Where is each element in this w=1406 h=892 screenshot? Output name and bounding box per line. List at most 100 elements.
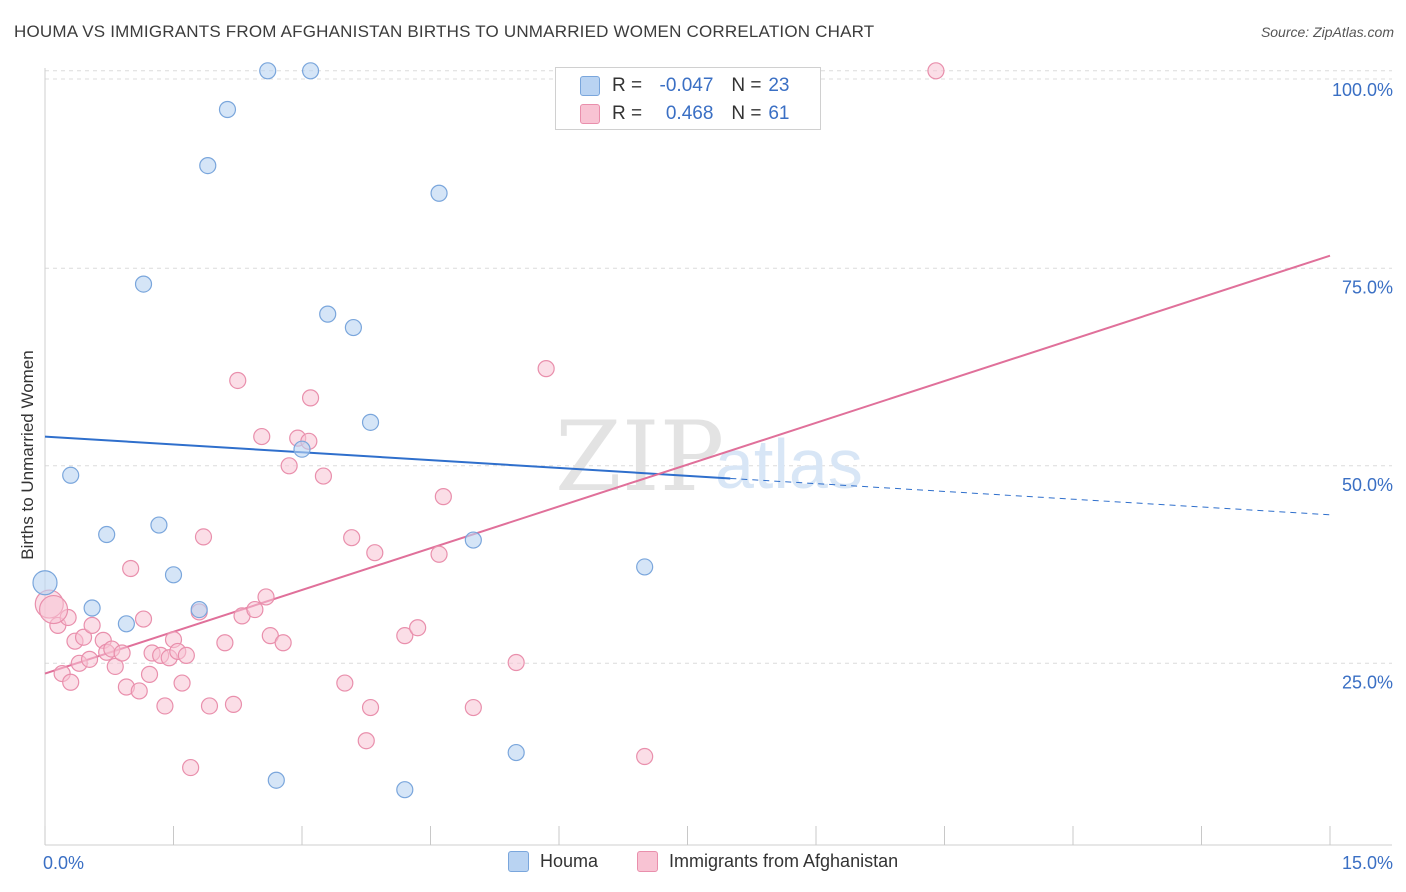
y-tick-label: 50.0% — [1342, 475, 1393, 495]
houma-point — [267, 771, 285, 789]
houma-point — [32, 570, 58, 596]
bottom-legend-houma: Houma — [508, 851, 598, 872]
afghan-point — [336, 674, 354, 692]
afghan-point — [122, 559, 140, 578]
afghan-point — [434, 488, 452, 506]
houma-point — [636, 558, 654, 576]
afghan-point — [173, 674, 191, 692]
afghan-point — [357, 732, 375, 750]
afghan-point — [314, 467, 333, 485]
houma-point — [134, 275, 153, 293]
y-axis-label: Births to Unmarried Women — [18, 350, 37, 559]
legend-n-value: 61 — [768, 103, 790, 124]
afghan-point — [140, 665, 159, 683]
legend-r-label: R = — [612, 75, 643, 96]
afghan-point — [430, 545, 448, 563]
houma-point — [430, 184, 448, 202]
afghan-point — [396, 627, 414, 645]
y-tick-label: 25.0% — [1342, 672, 1393, 692]
grid-lines — [45, 70, 1392, 664]
afghan-point — [366, 544, 384, 562]
afghan-point — [343, 529, 361, 547]
houma-point — [464, 531, 482, 549]
axes — [44, 68, 1392, 846]
afghan-point — [177, 646, 195, 665]
houma-trend-line-extension — [730, 477, 1331, 516]
houma-point — [98, 525, 116, 544]
afghan-point — [280, 457, 298, 475]
houma-legend-icon — [508, 851, 529, 872]
afghan-point — [83, 616, 101, 634]
afghan-point — [927, 62, 945, 80]
houma-point — [319, 305, 337, 323]
afghan-legend-icon — [637, 851, 658, 872]
afghan-point — [182, 758, 200, 777]
afghan-point — [361, 698, 380, 717]
bottom-legend-afghan-label: Immigrants from Afghanistan — [669, 851, 899, 871]
afghan-point — [224, 695, 243, 713]
data-points — [32, 62, 945, 799]
houma-point — [396, 781, 414, 799]
houma-point — [83, 599, 101, 617]
afghan-point — [537, 360, 555, 378]
legend-row-afghan: R = 0.468 N = 61 — [580, 101, 790, 127]
legend-n-value: 23 — [768, 75, 790, 96]
afghan-point — [74, 628, 93, 646]
afghan-point — [80, 650, 99, 668]
source-credit: Source: ZipAtlas.com — [1260, 24, 1394, 40]
houma-point — [190, 600, 208, 619]
afghan-swatch-icon — [580, 104, 600, 124]
afghan-point — [636, 747, 654, 766]
houma-point — [150, 516, 168, 534]
houma-point — [361, 413, 380, 431]
houma-point — [164, 566, 183, 584]
afghan-point — [216, 634, 234, 652]
x-tick-label: 0.0% — [43, 853, 84, 873]
houma-trend-line — [44, 435, 731, 480]
legend-r-value: -0.047 — [659, 75, 714, 96]
houma-point — [301, 62, 320, 80]
houma-point — [218, 100, 237, 119]
houma-point — [344, 318, 362, 337]
legend-row-houma: R = -0.047 N = 23 — [580, 73, 790, 99]
watermark-zip: ZIP — [555, 401, 724, 513]
afghan-point — [156, 697, 174, 715]
houma-point — [199, 157, 217, 175]
legend-n-label: N = — [731, 103, 762, 124]
houma-point — [507, 743, 525, 762]
afghan-point — [261, 627, 279, 645]
houma-point — [62, 466, 80, 484]
afghan-point — [194, 528, 213, 546]
afghan-point — [106, 657, 124, 676]
afghan-point — [130, 682, 148, 700]
houma-swatch-icon — [580, 76, 600, 96]
x-tick-label: 15.0% — [1342, 853, 1393, 873]
houma-point — [117, 615, 135, 633]
afghan-point — [62, 673, 80, 691]
afghan-point — [507, 653, 525, 672]
afghan-point — [464, 698, 482, 717]
legend-n-label: N = — [731, 75, 762, 96]
afghan-point — [409, 619, 427, 637]
afghan-point — [38, 594, 69, 625]
afghan-point — [274, 634, 292, 652]
watermark-atlas: atlas — [715, 425, 863, 503]
houma-point — [293, 440, 311, 458]
tick-labels: 25.0% 50.0% 75.0% 100.0% 0.0% 15.0% — [43, 80, 1393, 873]
chart-title: HOUMA VS IMMIGRANTS FROM AFGHANISTAN BIR… — [14, 22, 875, 41]
bottom-legend-houma-label: Houma — [540, 851, 599, 871]
bottom-legend-afghan: Immigrants from Afghanistan — [637, 851, 898, 872]
afghan-point — [200, 697, 219, 715]
afghan-point — [257, 588, 275, 606]
y-tick-label: 75.0% — [1342, 277, 1393, 297]
watermark: ZIP atlas — [555, 401, 863, 513]
legend-r-label: R = — [612, 103, 643, 124]
afghan-point — [229, 371, 247, 390]
afghan-point — [246, 600, 264, 619]
afghan-point — [113, 644, 131, 662]
legend-r-value: 0.468 — [665, 103, 714, 124]
y-tick-label: 100.0% — [1332, 80, 1393, 100]
afghan-point — [134, 610, 153, 628]
correlation-legend: R = -0.047 N = 23 R = 0.468 N = 61 — [555, 67, 821, 130]
